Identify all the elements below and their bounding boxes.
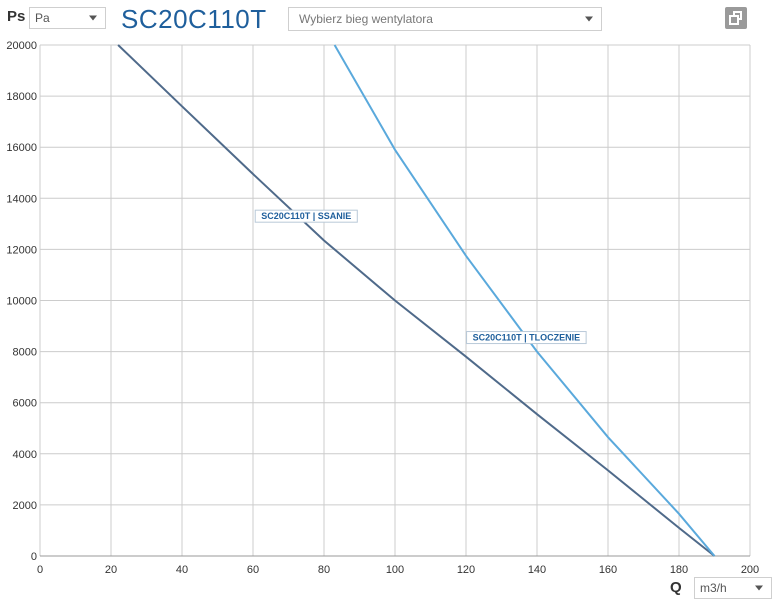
series-labels: SC20C110T | SSANIE SC20C110T | TLOCZENIE (254, 209, 587, 345)
x-tick-label: 0 (37, 564, 43, 576)
y-tick-label: 2000 (13, 500, 37, 512)
grid (39, 44, 751, 557)
y-tick-label: 6000 (13, 398, 37, 410)
x-tick-label: 120 (457, 564, 475, 576)
x-axis-label: Q (670, 579, 682, 596)
x-tick-label: 40 (176, 564, 188, 576)
x-tick-label: 180 (670, 564, 688, 576)
x-tick-label: 140 (528, 564, 546, 576)
y-tick-label: 18000 (6, 91, 37, 103)
model-title: SC20C110T (121, 4, 267, 34)
y-tick-label: 12000 (6, 244, 37, 256)
series-line-1 (117, 44, 716, 557)
x-tick-label: 200 (741, 564, 759, 576)
x-tick-label: 60 (247, 564, 259, 576)
x-tick-labels: 0 20 40 60 80 100 120 140 160 180 200 (37, 564, 759, 576)
y-tick-label: 16000 (6, 142, 37, 154)
x-tick-label: 160 (599, 564, 617, 576)
chevron-down-icon (585, 16, 593, 22)
series-label-box (254, 209, 358, 223)
series-label-text: SC20C110T | TLOCZENIE (473, 333, 581, 343)
chevron-down-icon (89, 15, 97, 21)
series-label-1: SC20C110T | SSANIE (254, 209, 358, 223)
fan-speed-placeholder: Wybierz bieg wentylatora (299, 12, 433, 26)
y-tick-label: 8000 (13, 347, 37, 359)
x-tick-label: 100 (386, 564, 404, 576)
x-tick-label: 20 (105, 564, 117, 576)
series-lines (117, 44, 716, 557)
y-tick-label: 4000 (13, 449, 37, 461)
series-label-box (466, 331, 587, 345)
y-tick-label: 10000 (6, 296, 37, 308)
y-tick-label: 20000 (6, 40, 37, 52)
y-axis-label: Ps (7, 8, 26, 25)
pressure-unit-select[interactable]: Pa (29, 7, 106, 29)
chevron-down-icon (755, 585, 763, 591)
pressure-unit-value: Pa (35, 11, 50, 25)
fan-speed-select[interactable]: Wybierz bieg wentylatora (288, 7, 602, 31)
y-tick-label: 14000 (6, 193, 37, 205)
y-tick-labels: 0 2000 4000 6000 8000 10000 12000 14000 16000 180… (6, 40, 37, 563)
x-tick-label: 80 (318, 564, 330, 576)
series-label-text: SC20C110T | SSANIE (261, 211, 351, 221)
restore-window-icon[interactable] (725, 7, 747, 29)
series-line-2 (333, 44, 716, 557)
flow-unit-select[interactable]: m3/h (694, 577, 772, 599)
flow-unit-value: m3/h (700, 581, 727, 595)
y-tick-label: 0 (31, 551, 37, 563)
series-label-2: SC20C110T | TLOCZENIE (466, 331, 587, 345)
